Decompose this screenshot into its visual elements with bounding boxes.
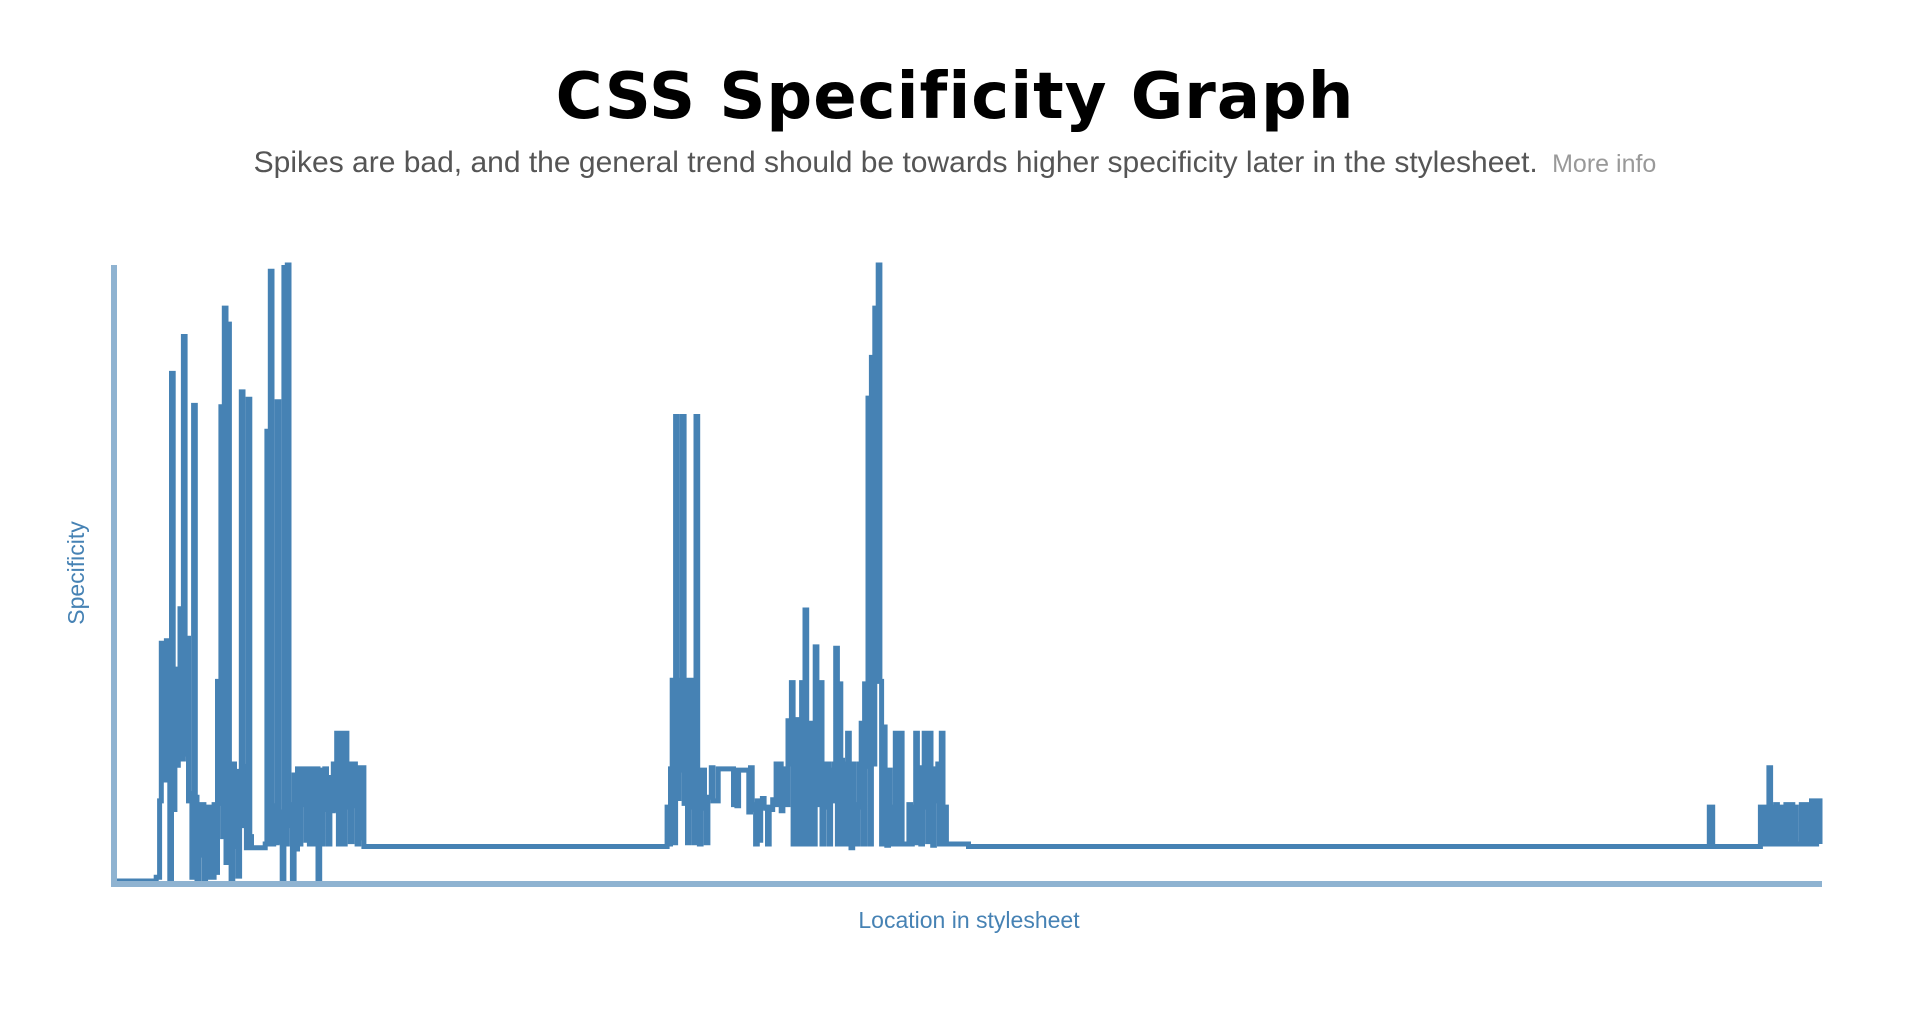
x-axis-label: Location in stylesheet xyxy=(858,907,1080,933)
plot-area xyxy=(117,262,1823,884)
subtitle-text: Spikes are bad, and the general trend sh… xyxy=(253,146,1538,179)
more-info-link[interactable]: More info xyxy=(1552,150,1657,178)
series-line-0 xyxy=(117,262,1823,884)
y-axis-label: Specificity xyxy=(63,521,89,625)
chart-subtitle: Spikes are bad, and the general trend sh… xyxy=(0,146,1910,180)
chart-title: CSS Specificity Graph xyxy=(555,60,1355,134)
